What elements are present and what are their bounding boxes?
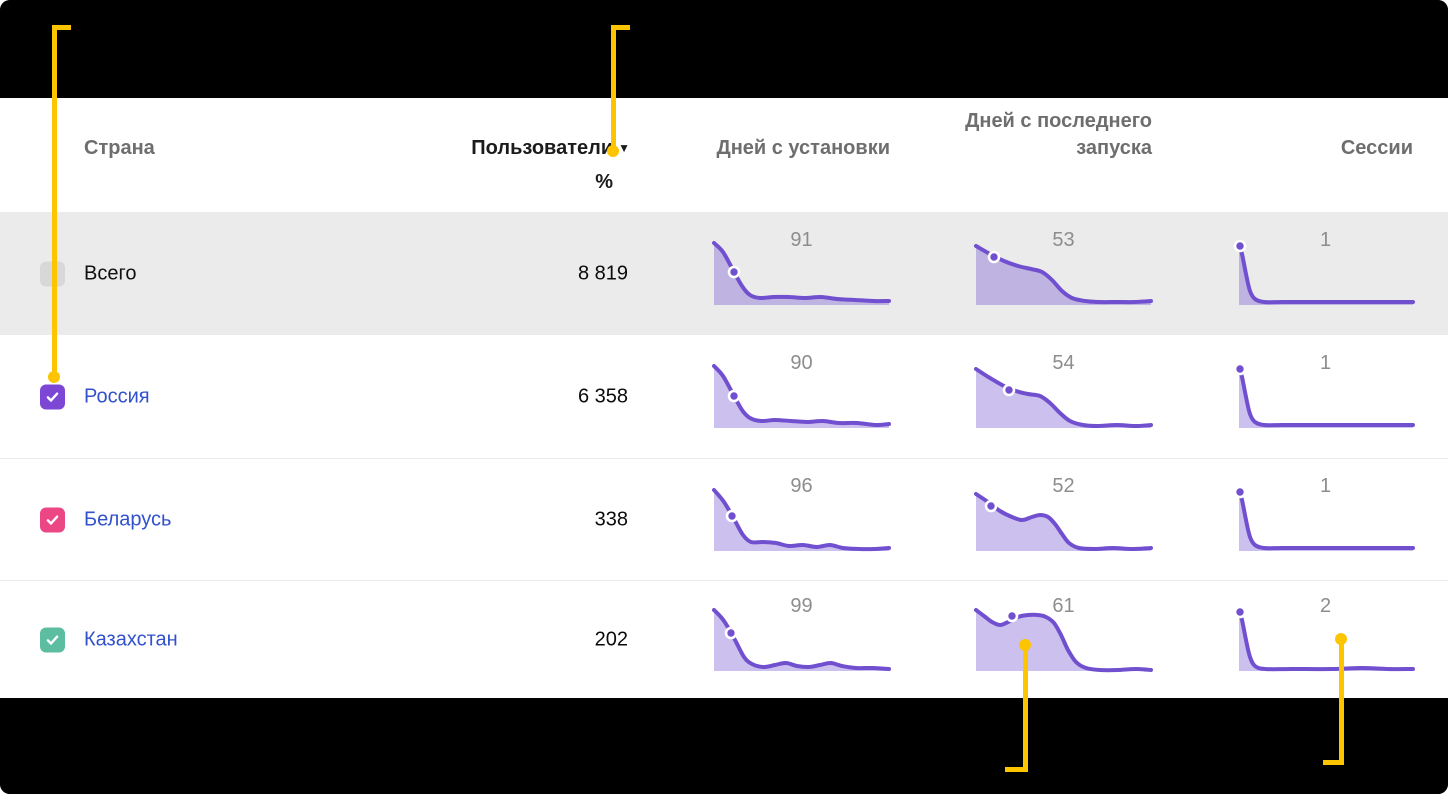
sparkline-dot: [1233, 605, 1247, 618]
row-checkbox-belarus[interactable]: [40, 507, 65, 532]
sparkline-days-since-last-launch[interactable]: 54: [974, 352, 1153, 432]
country-label-total: Всего: [84, 262, 137, 284]
column-header-country[interactable]: Страна: [84, 137, 155, 159]
bottom-black-bar: [0, 698, 1448, 794]
column-header-days-since-install[interactable]: Дней с установки: [716, 137, 890, 159]
users-count: 8 819: [577, 262, 628, 284]
sparkline-chart: [1233, 605, 1415, 671]
sparkline-dot: [727, 389, 741, 402]
sparkline-value: 54: [1052, 351, 1075, 374]
sparkline-dot: [1233, 239, 1247, 252]
sparkline-days-since-install[interactable]: 96: [712, 475, 891, 555]
sparkline-days-since-last-launch[interactable]: 61: [974, 595, 1153, 675]
sparkline-value: 61: [1052, 594, 1075, 617]
table-row-total: Всего 8 819 91 53 1: [0, 212, 1448, 335]
sparkline-dot: [724, 626, 738, 639]
sparkline-dot: [1233, 362, 1247, 375]
sparkline-days-since-install[interactable]: 90: [712, 352, 891, 432]
sparkline-chart: [974, 607, 1153, 672]
sparkline-days-since-install[interactable]: 91: [712, 229, 891, 309]
sparkline-days-since-last-launch[interactable]: 52: [974, 475, 1153, 555]
sparkline-value: 2: [1319, 594, 1332, 617]
column-header-users-label: Пользователи: [471, 137, 614, 159]
table-row-russia: Россия 6 358 90 54 1: [0, 335, 1448, 458]
column-header-users-sorted[interactable]: Пользователи ▼ %: [471, 136, 630, 194]
sparkline-dot: [1233, 485, 1247, 498]
sparkline-sessions[interactable]: 1: [1233, 229, 1415, 309]
sparkline-value: 91: [790, 228, 813, 251]
sparkline-sessions[interactable]: 1: [1233, 352, 1415, 432]
row-checkbox-kazakhstan[interactable]: [40, 627, 65, 652]
sparkline-value: 1: [1319, 351, 1332, 374]
users-count: 338: [594, 508, 628, 530]
sparkline-dot: [725, 509, 739, 522]
sparkline-chart: [1233, 362, 1415, 428]
sparkline-dot: [1002, 383, 1016, 396]
sort-desc-icon: ▼: [618, 141, 630, 155]
checkmark-icon: [46, 391, 59, 402]
sparkline-chart: [712, 363, 891, 428]
sparkline-chart: [1233, 485, 1415, 551]
sparkline-value: 90: [790, 351, 813, 374]
sparkline-dot: [987, 250, 1001, 263]
checkmark-icon: [46, 514, 59, 525]
country-link[interactable]: Россия: [84, 385, 150, 407]
table-row-kazakhstan: Казахстан 202 99 61 2: [0, 580, 1448, 698]
sparkline-dot: [727, 265, 741, 278]
sparkline-dot: [1005, 609, 1019, 622]
sparkline-chart: [1233, 239, 1415, 305]
top-black-bar: [0, 0, 1448, 98]
sparkline-days-since-install[interactable]: 99: [712, 595, 891, 675]
sparkline-chart: [974, 366, 1153, 428]
column-header-days-since-last-launch[interactable]: Дней с последнего запуска: [965, 110, 1152, 159]
sparkline-days-since-last-launch[interactable]: 53: [974, 229, 1153, 309]
sparkline-value: 53: [1052, 228, 1075, 251]
users-count: 6 358: [577, 385, 628, 407]
table-header-row: Страна Пользователи ▼ % Дней с установки …: [0, 98, 1448, 212]
analytics-table: Страна Пользователи ▼ % Дней с установки …: [0, 98, 1448, 698]
sparkline-value: 96: [790, 474, 813, 497]
sparkline-sessions[interactable]: 2: [1233, 595, 1415, 675]
sparkline-chart: [712, 487, 891, 551]
sparkline-sessions[interactable]: 1: [1233, 475, 1415, 555]
table-row-belarus: Беларусь 338 96 52 1: [0, 458, 1448, 580]
sparkline-chart: [974, 243, 1153, 305]
checkmark-icon: [46, 634, 59, 645]
country-link[interactable]: Беларусь: [84, 508, 172, 530]
sparkline-chart: [712, 240, 891, 305]
sparkline-chart: [974, 491, 1153, 551]
sparkline-chart: [712, 607, 891, 671]
sparkline-value: 1: [1319, 474, 1332, 497]
column-header-users-percent: %: [595, 171, 613, 193]
users-count: 202: [594, 628, 628, 650]
row-checkbox-total[interactable]: [40, 261, 65, 286]
sparkline-dot: [984, 499, 998, 512]
row-checkbox-russia[interactable]: [40, 384, 65, 409]
sparkline-value: 52: [1052, 474, 1075, 497]
sparkline-value: 99: [790, 594, 813, 617]
sparkline-value: 1: [1319, 228, 1332, 251]
country-link[interactable]: Казахстан: [84, 628, 178, 650]
column-header-sessions[interactable]: Сессии: [1340, 137, 1413, 159]
